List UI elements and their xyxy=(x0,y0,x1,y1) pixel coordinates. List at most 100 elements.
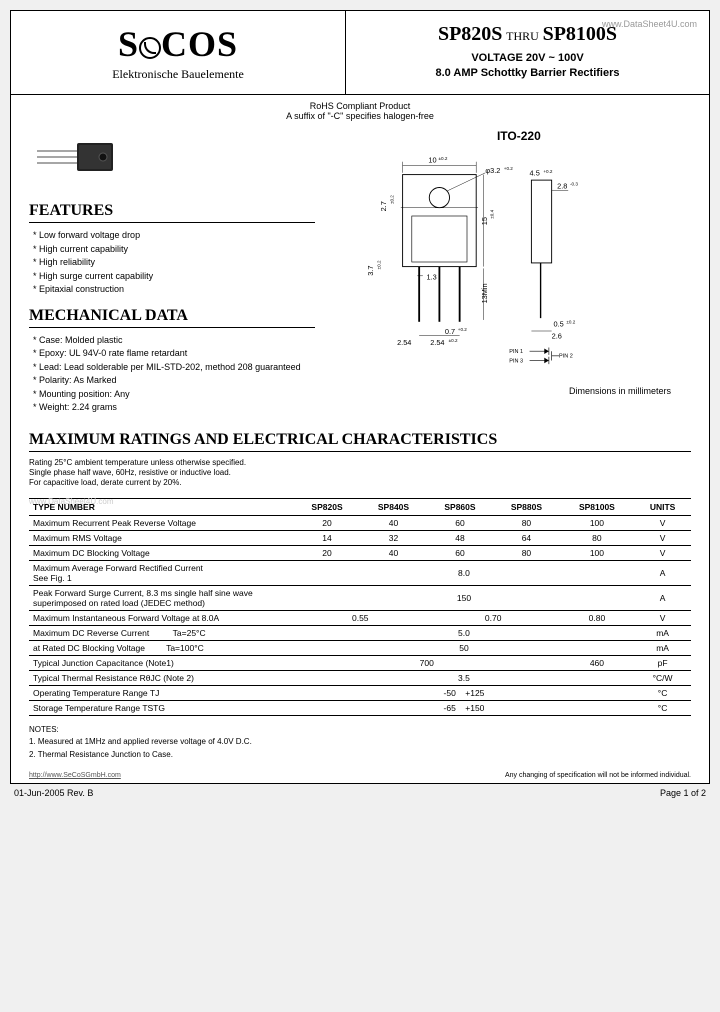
td: 20 xyxy=(294,515,360,530)
table-header-row: TYPE NUMBER SP820S SP840S SP860S SP880S … xyxy=(29,498,691,515)
dimension-note: Dimensions in millimeters xyxy=(347,386,691,396)
ratings-conditions: Rating 25°C ambient temperature unless o… xyxy=(29,458,691,489)
subtitle-line: 8.0 AMP Schottky Barrier Rectifiers xyxy=(358,67,697,79)
cond-line: Rating 25°C ambient temperature unless o… xyxy=(29,458,691,468)
logo-block: S COS Elektronische Bauelemente xyxy=(11,11,346,94)
dim-28: 2.8 xyxy=(557,181,567,190)
td: 0.70 xyxy=(427,610,560,625)
table-row: at Rated DC Blocking Voltage Ta=100°C 50… xyxy=(29,640,691,655)
cond-line: Single phase half wave, 60Hz, resistive … xyxy=(29,468,691,478)
td-label: Operating Temperature Range TJ xyxy=(29,685,294,700)
mech-heading: MECHANICAL DATA xyxy=(29,307,315,328)
notes-heading: NOTES: xyxy=(29,724,691,737)
rohs-line1: RoHS Compliant Product xyxy=(11,101,709,111)
td-label: Typical Thermal Resistance RθJC (Note 2) xyxy=(29,670,294,685)
td: 40 xyxy=(360,545,426,560)
rohs-line2: A suffix of "-C" specifies halogen-free xyxy=(11,111,709,121)
pin2-label: PIN 2 xyxy=(559,354,573,360)
dim-13: 1.3 xyxy=(426,272,436,281)
rohs-block: RoHS Compliant Product A suffix of "-C" … xyxy=(11,95,709,123)
td-unit: °C/W xyxy=(634,670,691,685)
dim-13min: 13Min xyxy=(480,283,489,303)
package-diagram: 10 ±0.2 φ3.2 +0.2 2.7 ±0.2 15 ±0.4 3.7 ±… xyxy=(347,147,587,377)
td: 3.5 xyxy=(294,670,634,685)
features-list: Low forward voltage drop High current ca… xyxy=(29,229,347,297)
dim-phi-tol: +0.2 xyxy=(504,166,514,171)
td-unit: V xyxy=(634,545,691,560)
td-unit: A xyxy=(634,585,691,610)
table-row: Maximum Recurrent Peak Reverse Voltage 2… xyxy=(29,515,691,530)
cond-line: For capacitive load, derate current by 2… xyxy=(29,478,691,488)
dim-15: 15 xyxy=(480,217,489,225)
dim-10: 10 xyxy=(428,156,436,165)
dim-254-tol: ±0.2 xyxy=(448,338,457,343)
pin3-label: PIN 3 xyxy=(509,358,523,364)
table-row: Maximum DC Reverse Current Ta=25°C 5.0 m… xyxy=(29,625,691,640)
datasheet-page: www.DataSheet4U.com S COS Elektronische … xyxy=(10,10,710,784)
td: 80 xyxy=(560,530,634,545)
footer-date: 01-Jun-2005 Rev. B xyxy=(14,788,93,798)
table-row: Maximum Instantaneous Forward Voltage at… xyxy=(29,610,691,625)
dim-07: 0.7 xyxy=(445,327,455,336)
note-item: 1. Measured at 1MHz and applied reverse … xyxy=(29,736,691,749)
table-row: Operating Temperature Range TJ -50 +125 … xyxy=(29,685,691,700)
td: 20 xyxy=(294,545,360,560)
td: -50 +125 xyxy=(294,685,634,700)
features-heading: FEATURES xyxy=(29,202,315,223)
td: 60 xyxy=(427,545,493,560)
product-thru: THRU xyxy=(506,29,539,43)
pin1-label: PIN 1 xyxy=(509,349,523,355)
td-label: Maximum DC Blocking Voltage xyxy=(29,545,294,560)
note-item: 2. Thermal Resistance Junction to Case. xyxy=(29,749,691,762)
feature-item: High current capability xyxy=(33,243,347,257)
td-unit: °C xyxy=(634,700,691,715)
td-label: Maximum Average Forward Rectified Curren… xyxy=(29,560,294,585)
page-footer: 01-Jun-2005 Rev. B Page 1 of 2 xyxy=(10,788,710,798)
dim-28-tol: -0.3 xyxy=(570,182,578,187)
td-label: Peak Forward Surge Current, 8.3 ms singl… xyxy=(29,585,294,610)
dim-phi: φ3.2 xyxy=(485,166,500,175)
feature-item: Epitaxial construction xyxy=(33,283,347,297)
dim-05: 0.5 xyxy=(553,319,563,328)
watermark: www.DataSheet4U.com xyxy=(602,19,697,29)
td: 100 xyxy=(560,545,634,560)
th: SP840S xyxy=(360,498,426,515)
td: 0.80 xyxy=(560,610,634,625)
notes-block: NOTES: 1. Measured at 1MHz and applied r… xyxy=(29,724,691,762)
td: -65 +150 xyxy=(294,700,634,715)
footer-page: Page 1 of 2 xyxy=(660,788,706,798)
td: 8.0 xyxy=(294,560,634,585)
td: 40 xyxy=(360,515,426,530)
td-unit: V xyxy=(634,610,691,625)
td-label: Maximum DC Reverse Current Ta=25°C xyxy=(29,625,294,640)
td-unit: °C xyxy=(634,685,691,700)
td: 32 xyxy=(360,530,426,545)
dim-45-tol: +0.2 xyxy=(543,169,553,174)
th: SP860S xyxy=(427,498,493,515)
td-label: Maximum Recurrent Peak Reverse Voltage xyxy=(29,515,294,530)
dim-37-tol: ±0.2 xyxy=(376,260,381,269)
td-unit: V xyxy=(634,530,691,545)
td: 50 xyxy=(294,640,634,655)
dim-45: 4.5 xyxy=(529,169,539,178)
td-label: Maximum Instantaneous Forward Voltage at… xyxy=(29,610,294,625)
td: 0.55 xyxy=(294,610,427,625)
mech-item: Case: Molded plastic xyxy=(33,334,347,348)
feature-item: High reliability xyxy=(33,256,347,270)
ratings-heading: MAXIMUM RATINGS AND ELECTRICAL CHARACTER… xyxy=(29,431,691,452)
mech-item: Lead: Lead solderable per MIL-STD-202, m… xyxy=(33,361,347,375)
td-unit: mA xyxy=(634,640,691,655)
mech-item: Epoxy: UL 94V-0 rate flame retardant xyxy=(33,347,347,361)
td: 60 xyxy=(427,515,493,530)
table-row: Typical Junction Capacitance (Note1) 700… xyxy=(29,655,691,670)
company-tagline: Elektronische Bauelemente xyxy=(23,67,333,82)
td-label: Typical Junction Capacitance (Note1) xyxy=(29,655,294,670)
ratings-table: TYPE NUMBER SP820S SP840S SP860S SP880S … xyxy=(29,498,691,716)
dim-27: 2.7 xyxy=(379,201,388,211)
product-from: SP820S xyxy=(438,23,502,45)
td: 48 xyxy=(427,530,493,545)
dim-10-tol: ±0.2 xyxy=(438,156,447,161)
table-row: Typical Thermal Resistance RθJC (Note 2)… xyxy=(29,670,691,685)
dim-254a: 2.54 xyxy=(397,338,411,347)
th: SP8100S xyxy=(560,498,634,515)
